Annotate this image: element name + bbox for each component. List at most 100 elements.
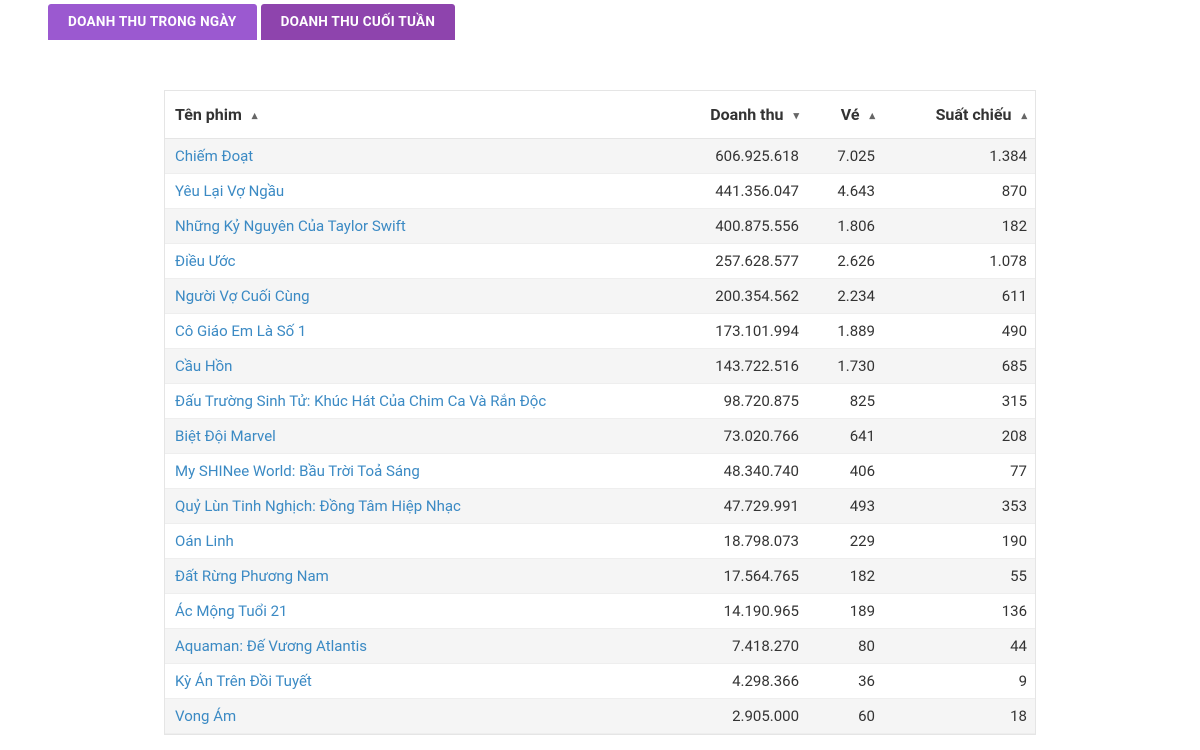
movie-link[interactable]: Aquaman: Đế Vương Atlantis (175, 637, 367, 655)
table-body: Chiếm Đoạt606.925.6187.0251.384Yêu Lại V… (165, 139, 1036, 734)
cell-shows: 870 (885, 174, 1036, 209)
movie-link[interactable]: Oán Linh (175, 532, 234, 550)
cell-tickets: 1.889 (809, 314, 885, 349)
cell-revenue: 143.722.516 (675, 349, 809, 384)
cell-revenue: 18.798.073 (675, 524, 809, 559)
table-row: Cô Giáo Em Là Số 1 173.101.9941.889490 (165, 314, 1036, 349)
table-row: Quỷ Lùn Tinh Nghịch: Đồng Tâm Hiệp Nhạc 4… (165, 489, 1036, 524)
cell-shows: 55 (885, 559, 1036, 594)
table-row: Điều Ước257.628.5772.6261.078 (165, 244, 1036, 279)
cell-movie-name: Chiếm Đoạt (165, 139, 675, 174)
movie-link[interactable]: Đấu Trường Sinh Tử: Khúc Hát Của Chim Ca… (175, 392, 546, 410)
cell-movie-name: Biệt Đội Marvel (165, 419, 675, 454)
cell-revenue: 17.564.765 (675, 559, 809, 594)
cell-tickets: 189 (809, 594, 885, 629)
cell-movie-name: Những Kỷ Nguyên Của Taylor Swift (165, 209, 675, 244)
sort-asc-icon: ▴ (1021, 109, 1027, 122)
tab-weekend-revenue[interactable]: DOANH THU CUỐI TUẦN (261, 4, 456, 40)
cell-shows: 1.078 (885, 244, 1036, 279)
cell-movie-name: Ác Mộng Tuổi 21 (165, 594, 675, 629)
col-header-name-label: Tên phim (175, 105, 242, 124)
movie-link[interactable]: Người Vợ Cuối Cùng (175, 287, 310, 305)
revenue-table-wrap: Tên phim ▴ Doanh thu ▾ Vé ▴ Suất chiếu ▴ (164, 90, 1036, 735)
table-row: Ác Mộng Tuổi 21 14.190.965189136 (165, 594, 1036, 629)
cell-movie-name: Vong Ám (165, 699, 675, 734)
cell-shows: 182 (885, 209, 1036, 244)
table-row: My SHINee World: Bầu Trời Toả Sáng48.340… (165, 454, 1036, 489)
cell-movie-name: My SHINee World: Bầu Trời Toả Sáng (165, 454, 675, 489)
cell-shows: 1.384 (885, 139, 1036, 174)
col-header-tickets[interactable]: Vé ▴ (809, 91, 885, 139)
cell-tickets: 2.234 (809, 279, 885, 314)
cell-tickets: 825 (809, 384, 885, 419)
cell-shows: 490 (885, 314, 1036, 349)
cell-tickets: 60 (809, 699, 885, 734)
table-row: Kỳ Án Trên Đồi Tuyết4.298.366369 (165, 664, 1036, 699)
movie-link[interactable]: Điều Ước (175, 252, 236, 270)
cell-shows: 315 (885, 384, 1036, 419)
col-header-name[interactable]: Tên phim ▴ (165, 91, 675, 139)
table-row: Đấu Trường Sinh Tử: Khúc Hát Của Chim Ca… (165, 384, 1036, 419)
cell-movie-name: Đấu Trường Sinh Tử: Khúc Hát Của Chim Ca… (165, 384, 675, 419)
tab-daily-revenue[interactable]: DOANH THU TRONG NGÀY (48, 4, 257, 40)
cell-revenue: 47.729.991 (675, 489, 809, 524)
cell-revenue: 173.101.994 (675, 314, 809, 349)
movie-link[interactable]: Yêu Lại Vợ Ngầu (175, 182, 284, 200)
cell-movie-name: Quỷ Lùn Tinh Nghịch: Đồng Tâm Hiệp Nhạc (165, 489, 675, 524)
cell-movie-name: Cô Giáo Em Là Số 1 (165, 314, 675, 349)
cell-tickets: 182 (809, 559, 885, 594)
movie-link[interactable]: My SHINee World: Bầu Trời Toả Sáng (175, 462, 420, 480)
cell-revenue: 200.354.562 (675, 279, 809, 314)
cell-tickets: 493 (809, 489, 885, 524)
movie-link[interactable]: Quỷ Lùn Tinh Nghịch: Đồng Tâm Hiệp Nhạc (175, 497, 461, 515)
cell-tickets: 36 (809, 664, 885, 699)
table-row: Vong Ám2.905.0006018 (165, 699, 1036, 734)
cell-revenue: 14.190.965 (675, 594, 809, 629)
table-row: Oán Linh 18.798.073229190 (165, 524, 1036, 559)
col-header-revenue-label: Doanh thu (710, 105, 783, 124)
content-area: Tên phim ▴ Doanh thu ▾ Vé ▴ Suất chiếu ▴ (0, 40, 1200, 735)
col-header-revenue[interactable]: Doanh thu ▾ (675, 91, 809, 139)
cell-tickets: 229 (809, 524, 885, 559)
movie-link[interactable]: Vong Ám (175, 707, 236, 725)
table-header-row: Tên phim ▴ Doanh thu ▾ Vé ▴ Suất chiếu ▴ (165, 91, 1036, 139)
cell-tickets: 4.643 (809, 174, 885, 209)
movie-link[interactable]: Biệt Đội Marvel (175, 427, 276, 445)
cell-shows: 208 (885, 419, 1036, 454)
cell-shows: 18 (885, 699, 1036, 734)
table-row: Người Vợ Cuối Cùng 200.354.5622.234611 (165, 279, 1036, 314)
table-row: Yêu Lại Vợ Ngầu441.356.0474.643870 (165, 174, 1036, 209)
cell-tickets: 7.025 (809, 139, 885, 174)
movie-link[interactable]: Những Kỷ Nguyên Của Taylor Swift (175, 217, 406, 235)
cell-tickets: 641 (809, 419, 885, 454)
cell-movie-name: Kỳ Án Trên Đồi Tuyết (165, 664, 675, 699)
movie-link[interactable]: Cô Giáo Em Là Số 1 (175, 322, 306, 340)
cell-movie-name: Oán Linh (165, 524, 675, 559)
table-row: Chiếm Đoạt606.925.6187.0251.384 (165, 139, 1036, 174)
cell-shows: 190 (885, 524, 1036, 559)
sort-asc-icon: ▴ (252, 109, 258, 122)
table-row: Những Kỷ Nguyên Của Taylor Swift400.875.… (165, 209, 1036, 244)
cell-revenue: 98.720.875 (675, 384, 809, 419)
cell-shows: 136 (885, 594, 1036, 629)
cell-tickets: 1.730 (809, 349, 885, 384)
cell-shows: 353 (885, 489, 1036, 524)
sort-asc-icon: ▴ (869, 109, 875, 122)
movie-link[interactable]: Kỳ Án Trên Đồi Tuyết (175, 672, 312, 690)
movie-link[interactable]: Cầu Hồn (175, 357, 232, 375)
col-header-tickets-label: Vé (841, 105, 860, 124)
sort-desc-icon: ▾ (793, 109, 799, 122)
col-header-shows[interactable]: Suất chiếu ▴ (885, 91, 1036, 139)
cell-movie-name: Người Vợ Cuối Cùng (165, 279, 675, 314)
movie-link[interactable]: Ác Mộng Tuổi 21 (175, 602, 287, 620)
cell-shows: 685 (885, 349, 1036, 384)
movie-link[interactable]: Đất Rừng Phương Nam (175, 567, 329, 585)
cell-shows: 611 (885, 279, 1036, 314)
revenue-table: Tên phim ▴ Doanh thu ▾ Vé ▴ Suất chiếu ▴ (165, 91, 1036, 734)
cell-shows: 9 (885, 664, 1036, 699)
movie-link[interactable]: Chiếm Đoạt (175, 147, 253, 165)
cell-tickets: 1.806 (809, 209, 885, 244)
col-header-shows-label: Suất chiếu (936, 105, 1012, 124)
cell-movie-name: Yêu Lại Vợ Ngầu (165, 174, 675, 209)
table-row: Biệt Đội Marvel73.020.766641208 (165, 419, 1036, 454)
